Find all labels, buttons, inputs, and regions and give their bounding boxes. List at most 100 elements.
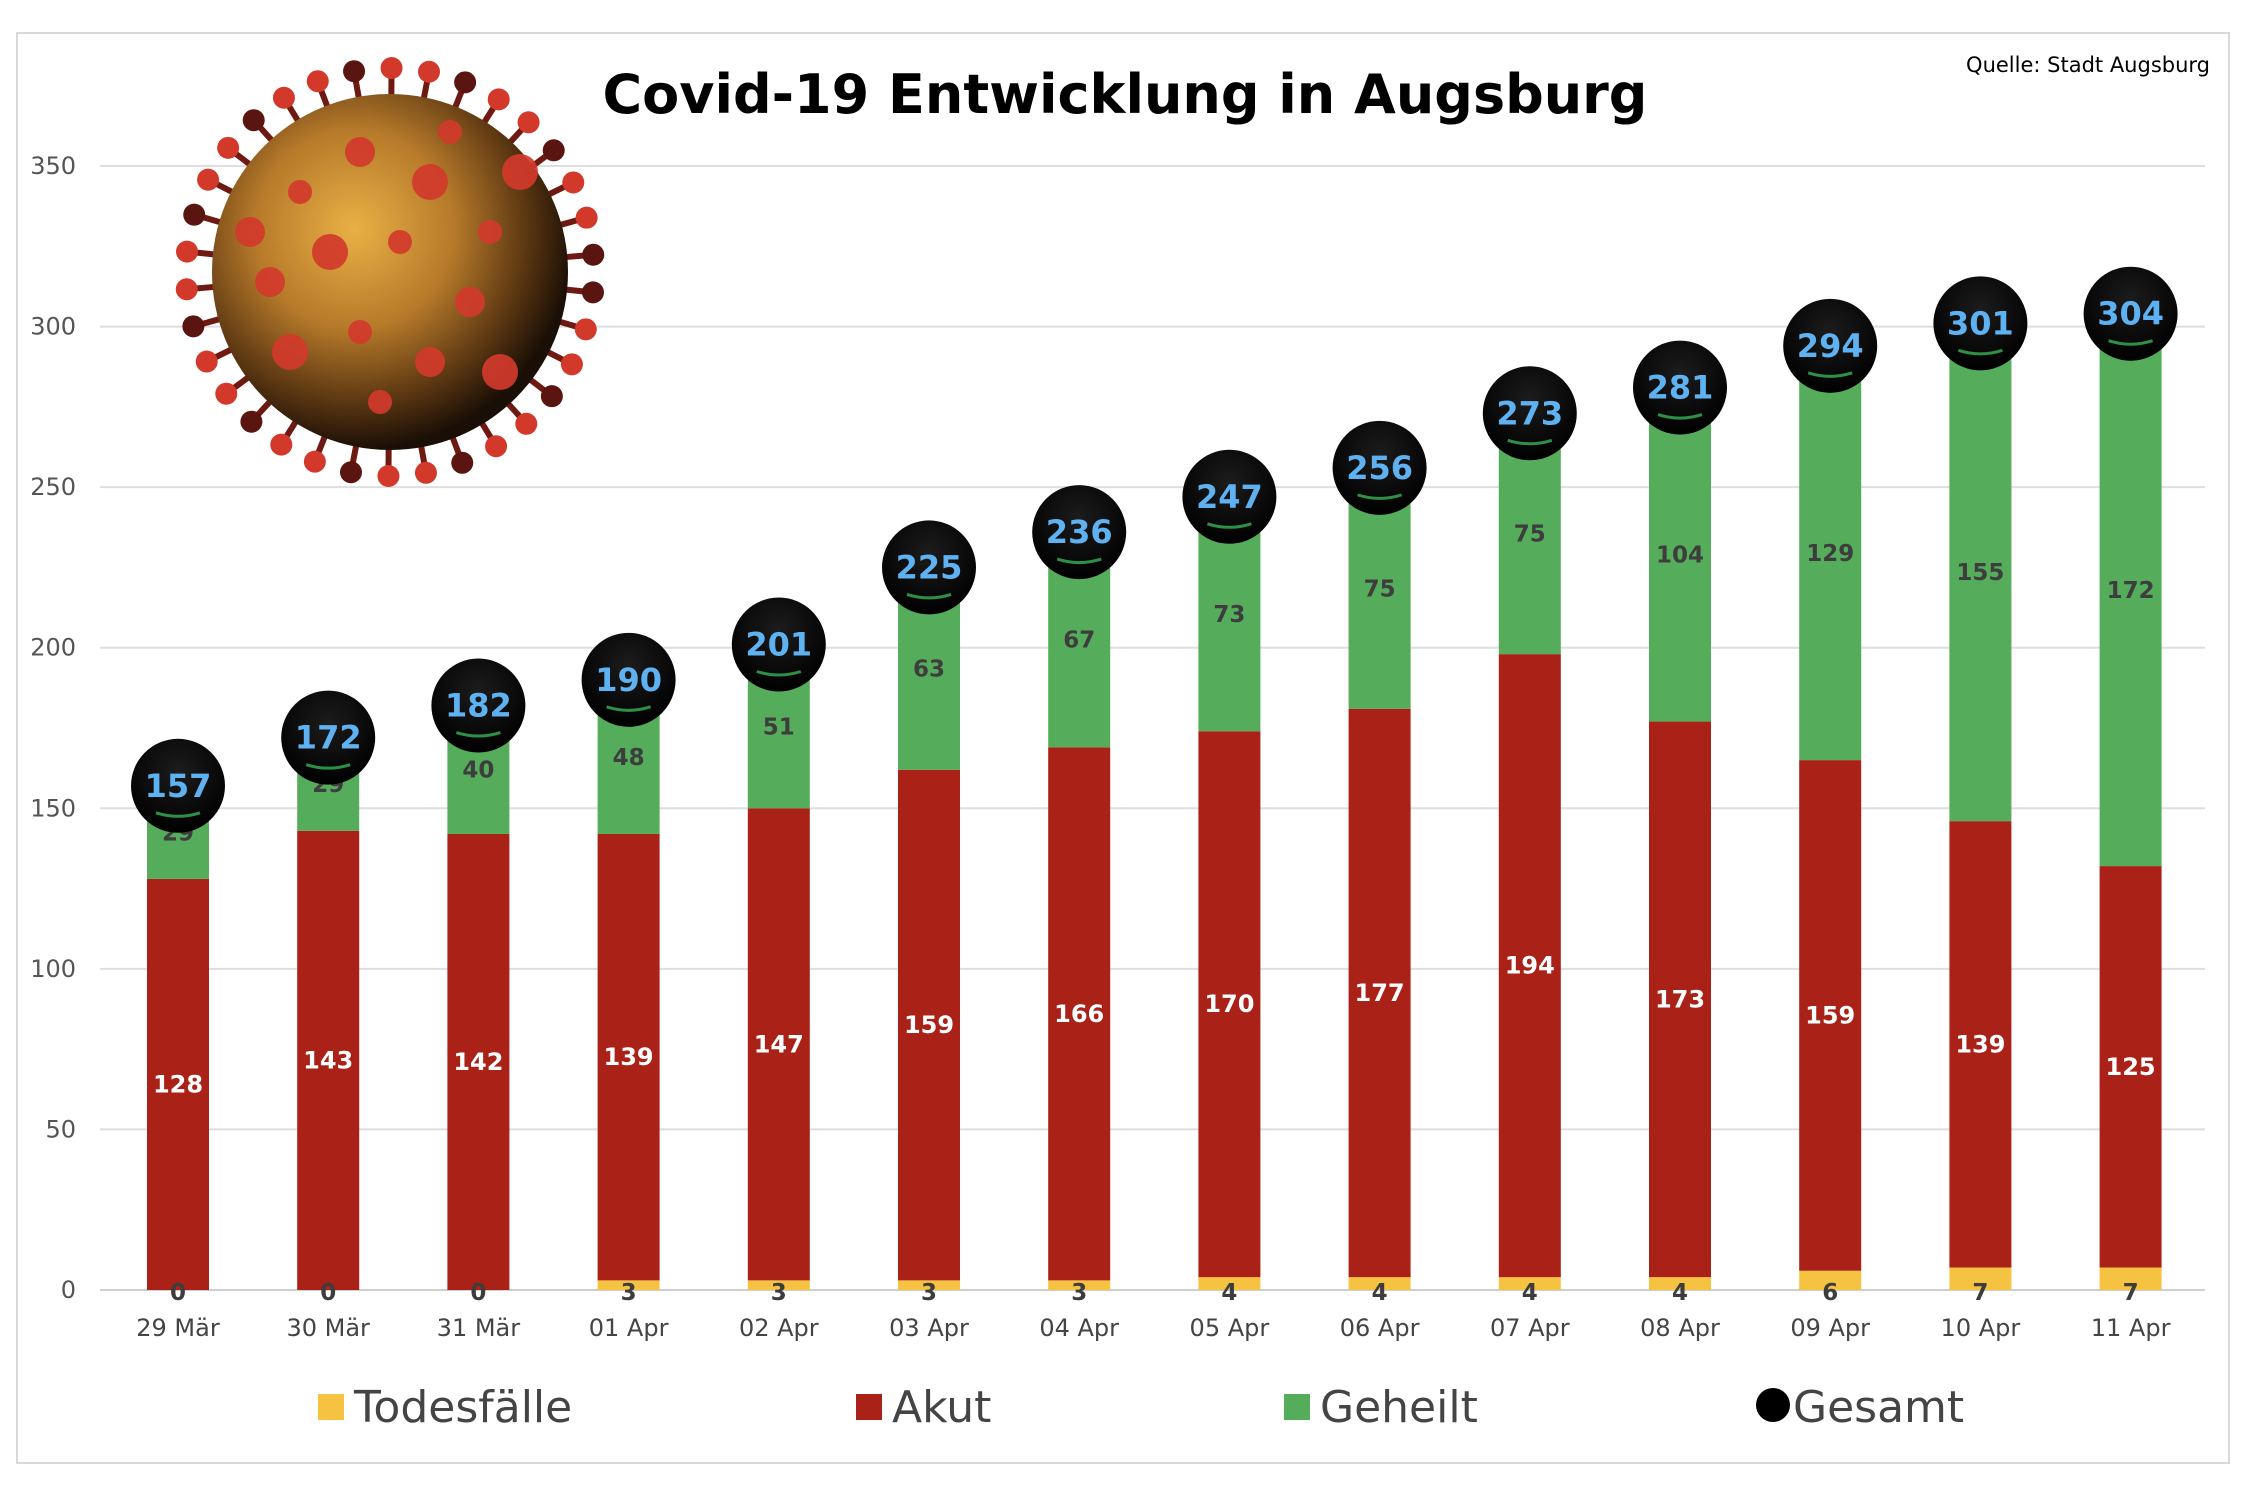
x-tick-label: 30 Mär bbox=[286, 1314, 370, 1342]
chart-title: Covid-19 Entwicklung in Augsburg bbox=[603, 63, 1648, 126]
total-marker bbox=[581, 632, 676, 727]
label-gesamt: 256 bbox=[1346, 449, 1413, 487]
y-tick-label: 150 bbox=[30, 794, 76, 822]
label-gesamt: 172 bbox=[295, 719, 362, 757]
label-geheilt: 67 bbox=[1063, 628, 1095, 654]
total-marker bbox=[1332, 420, 1427, 515]
bar-akut bbox=[898, 769, 960, 1281]
legend-item-todesflle: Todesfälle bbox=[318, 1382, 572, 1433]
x-tick-label: 31 Mär bbox=[437, 1314, 521, 1342]
x-tick-label: 29 Mär bbox=[136, 1314, 220, 1342]
label-geheilt: 129 bbox=[1806, 541, 1854, 567]
bar-todesflle bbox=[1348, 1277, 1411, 1290]
total-marker-highlight bbox=[756, 670, 802, 677]
label-geheilt: 48 bbox=[613, 745, 645, 771]
total-marker-highlight bbox=[455, 731, 501, 738]
total-marker bbox=[131, 738, 225, 833]
label-todesfaelle: 4 bbox=[1672, 1280, 1688, 1306]
label-akut: 166 bbox=[1054, 1000, 1104, 1028]
bar-akut bbox=[1949, 821, 2012, 1268]
legend-label: Gesamt bbox=[1793, 1382, 1964, 1433]
legend: Todesfälle Akut Geheilt Gesamt bbox=[318, 1382, 1964, 1433]
bar-akut bbox=[2099, 866, 2162, 1268]
label-geheilt: 63 bbox=[913, 657, 945, 683]
bar-akut bbox=[147, 878, 209, 1290]
bar-geheilt bbox=[1799, 345, 1862, 761]
total-marker bbox=[1783, 298, 1878, 393]
total-marker-highlight bbox=[155, 811, 201, 818]
label-gesamt: 182 bbox=[445, 687, 512, 725]
x-tick-label: 06 Apr bbox=[1340, 1314, 1420, 1342]
label-akut: 139 bbox=[1955, 1030, 2005, 1058]
y-tick-label: 350 bbox=[30, 152, 76, 180]
label-akut: 139 bbox=[604, 1043, 654, 1071]
legend-label: Geheilt bbox=[1320, 1382, 1478, 1433]
label-akut: 125 bbox=[2106, 1053, 2156, 1081]
label-akut: 128 bbox=[153, 1070, 203, 1098]
label-geheilt: 104 bbox=[1656, 543, 1704, 569]
legend-swatch bbox=[318, 1394, 344, 1420]
label-geheilt: 73 bbox=[1213, 602, 1245, 628]
total-marker-highlight bbox=[606, 705, 652, 712]
total-marker bbox=[1633, 340, 1727, 435]
label-gesamt: 281 bbox=[1647, 369, 1714, 407]
legend-item-gesamt: Gesamt bbox=[1756, 1382, 1964, 1433]
label-gesamt: 247 bbox=[1196, 478, 1263, 516]
x-axis: 29 Mär 30 Mär 31 Mär 01 Apr 02 Apr 03 Apr 04 A… bbox=[136, 1314, 2170, 1342]
label-akut: 173 bbox=[1655, 985, 1705, 1013]
bar-geheilt bbox=[1649, 387, 1711, 722]
total-marker-highlight bbox=[2108, 339, 2154, 346]
label-gesamt: 273 bbox=[1496, 394, 1563, 432]
bar-todesflle bbox=[898, 1280, 960, 1290]
label-akut: 159 bbox=[904, 1011, 954, 1039]
legend-swatch bbox=[856, 1394, 882, 1420]
label-todesfaelle: 7 bbox=[2123, 1280, 2139, 1306]
legend-label: Akut bbox=[892, 1382, 991, 1433]
bar-todesflle bbox=[1649, 1277, 1711, 1290]
label-gesamt: 201 bbox=[745, 626, 812, 664]
source-note: Quelle: Stadt Augsburg bbox=[1966, 53, 2210, 77]
label-todesfaelle: 0 bbox=[320, 1280, 336, 1306]
label-akut: 177 bbox=[1355, 979, 1405, 1007]
bar-akut bbox=[1348, 708, 1411, 1278]
x-tick-label: 08 Apr bbox=[1640, 1314, 1720, 1342]
label-akut: 159 bbox=[1805, 1001, 1855, 1029]
label-akut: 147 bbox=[754, 1030, 804, 1058]
total-marker-highlight bbox=[906, 592, 952, 600]
total-marker bbox=[1933, 276, 2028, 371]
total-marker bbox=[431, 658, 526, 753]
label-todesfaelle: 4 bbox=[1522, 1280, 1538, 1306]
bar-todesflle bbox=[1048, 1280, 1111, 1290]
x-tick-label: 07 Apr bbox=[1490, 1314, 1570, 1342]
label-geheilt: 75 bbox=[1364, 576, 1396, 602]
label-todesfaelle: 0 bbox=[470, 1280, 486, 1306]
y-tick-label: 300 bbox=[30, 313, 76, 341]
total-marker bbox=[731, 597, 826, 692]
bar-akut bbox=[1498, 654, 1561, 1278]
x-tick-label: 11 Apr bbox=[2091, 1314, 2171, 1342]
label-todesfaelle: 3 bbox=[621, 1280, 637, 1306]
bar-akut bbox=[1799, 760, 1862, 1271]
legend-item-geheilt: Geheilt bbox=[1284, 1382, 1478, 1433]
label-todesfaelle: 4 bbox=[1372, 1280, 1388, 1306]
bar-akut bbox=[447, 833, 510, 1290]
label-gesamt: 225 bbox=[896, 548, 963, 586]
bar-todesflle bbox=[2099, 1267, 2162, 1290]
legend-label: Todesfälle bbox=[353, 1382, 572, 1433]
total-marker bbox=[882, 520, 976, 615]
total-marker-highlight bbox=[1056, 557, 1102, 565]
total-markers: 157 172 182 190 201 225 236 247 256 273 281 294 301 3… bbox=[131, 266, 2178, 833]
x-tick-label: 02 Apr bbox=[739, 1314, 819, 1342]
x-tick-label: 05 Apr bbox=[1190, 1314, 1270, 1342]
y-tick-label: 100 bbox=[30, 955, 76, 983]
total-marker bbox=[1182, 449, 1277, 544]
total-marker-highlight bbox=[1357, 493, 1403, 500]
label-gesamt: 301 bbox=[1947, 304, 2014, 342]
y-tick-label: 250 bbox=[30, 473, 76, 501]
x-tick-label: 04 Apr bbox=[1039, 1314, 1119, 1342]
bar-todesflle bbox=[747, 1280, 810, 1290]
x-tick-label: 10 Apr bbox=[1941, 1314, 2021, 1342]
label-todesfaelle: 4 bbox=[1221, 1280, 1237, 1306]
bar-akut bbox=[1198, 731, 1261, 1278]
